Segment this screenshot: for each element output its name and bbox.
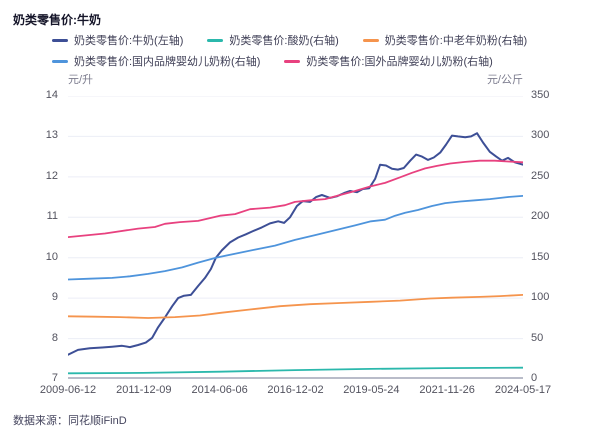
tick-label: 2024-05-17 (494, 384, 552, 396)
line-series-0 (67, 132, 524, 356)
legend-label: 奶类零售价:牛奶(左轴) (74, 35, 184, 47)
line-series-3 (67, 195, 524, 281)
tick-label: 350 (531, 89, 550, 101)
tick-label: 10 (45, 250, 58, 263)
chart-title: 奶类零售价:牛奶 (13, 13, 101, 27)
line-series-1 (67, 366, 524, 375)
line-series-2 (67, 293, 524, 319)
line-marker-icon (52, 59, 68, 63)
line-series-4 (67, 159, 524, 239)
left-axis-tick-labels: 14 13 12 11 10 9 8 7 (0, 89, 58, 384)
legend-label: 奶类零售价:国外品牌婴幼儿奶粉(右轴) (306, 56, 493, 68)
tick-label: 2019-05-24 (343, 384, 400, 396)
tick-label: 150 (531, 250, 550, 263)
tick-label: 14 (45, 89, 58, 101)
legend-item-elder-milk-powder[interactable]: 奶类零售价:中老年奶粉(右轴) (362, 32, 528, 48)
tick-label: 2011-12-09 (116, 384, 172, 396)
tick-label: 2021-11-26 (419, 384, 475, 396)
tick-label: 2014-06-06 (191, 384, 248, 396)
tick-label: 50 (531, 331, 544, 344)
legend-item-milk[interactable]: 奶类零售价:牛奶(左轴) (52, 32, 183, 48)
tick-label: 13 (45, 129, 58, 142)
x-axis-tick-labels: 2009-06-12 2011-12-09 2014-06-06 2016-12-02… (40, 384, 551, 398)
line-marker-icon (284, 59, 301, 63)
tick-label: 11 (46, 210, 58, 223)
legend-item-domestic-infant-formula[interactable]: 奶类零售价:国内品牌婴幼儿奶粉(右轴) (52, 53, 260, 69)
tick-label: 0 (531, 372, 538, 384)
tick-label: 2009-06-12 (39, 384, 97, 396)
tick-label: 2016-12-02 (267, 384, 324, 396)
legend-item-yogurt[interactable]: 奶类零售价:酸奶(右轴) (207, 32, 339, 48)
legend: 奶类零售价:牛奶(左轴) 奶类零售价:酸奶(右轴) 奶类零售价:中老年奶粉(右轴… (52, 32, 584, 69)
line-marker-icon (52, 38, 68, 42)
line-marker-icon (207, 38, 224, 42)
right-axis-unit: 元/公斤 (486, 74, 523, 86)
tick-label: 8 (51, 331, 58, 344)
legend-label: 奶类零售价:中老年奶粉(右轴) (384, 35, 528, 47)
tick-label: 12 (45, 169, 58, 182)
legend-label: 奶类零售价:国内品牌婴幼儿奶粉(右轴) (74, 56, 261, 68)
plot-area[interactable] (67, 95, 524, 379)
tick-label: 100 (531, 291, 550, 304)
tick-label: 7 (51, 372, 58, 384)
right-axis-tick-labels: 350 300 250 200 150 100 50 0 (531, 89, 579, 384)
data-source-note: 数据来源：同花顺iFinD (13, 415, 127, 427)
legend-label: 奶类零售价:酸奶(右轴) (229, 35, 339, 47)
line-marker-icon (362, 38, 379, 42)
tick-label: 300 (531, 129, 550, 142)
tick-label: 9 (51, 291, 58, 304)
left-axis-unit: 元/升 (68, 74, 94, 86)
line-chart-canvas (67, 95, 524, 379)
tick-label: 200 (531, 210, 550, 223)
legend-item-foreign-infant-formula[interactable]: 奶类零售价:国外品牌婴幼儿奶粉(右轴) (284, 53, 493, 69)
tick-label: 250 (531, 169, 550, 182)
